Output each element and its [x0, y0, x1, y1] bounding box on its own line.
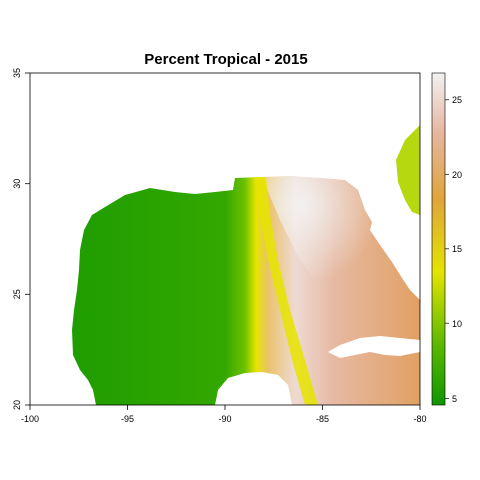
y-axis — [25, 73, 30, 405]
colorbar-ticks — [445, 100, 449, 399]
colorbar — [432, 73, 445, 405]
x-tick-label: -100 — [21, 414, 39, 424]
colorbar-tick-label: 10 — [452, 319, 462, 329]
x-axis — [30, 405, 420, 410]
x-tick-label: -85 — [316, 414, 329, 424]
map-panel — [72, 125, 420, 405]
y-tick-label: 35 — [12, 68, 22, 78]
y-tick-label: 25 — [12, 289, 22, 299]
y-tick-label: 30 — [12, 179, 22, 189]
x-tick-label: -95 — [121, 414, 134, 424]
colorbar-tick-label: 15 — [452, 244, 462, 254]
gulf-raster — [72, 176, 420, 405]
colorbar-tick-label: 20 — [452, 170, 462, 180]
colorbar-tick-label: 5 — [452, 394, 457, 404]
x-tick-label: -80 — [413, 414, 426, 424]
y-tick-label: 20 — [12, 400, 22, 410]
atlantic-raster — [396, 125, 420, 215]
x-tick-label: -90 — [218, 414, 231, 424]
colorbar-tick-label: 25 — [452, 95, 462, 105]
